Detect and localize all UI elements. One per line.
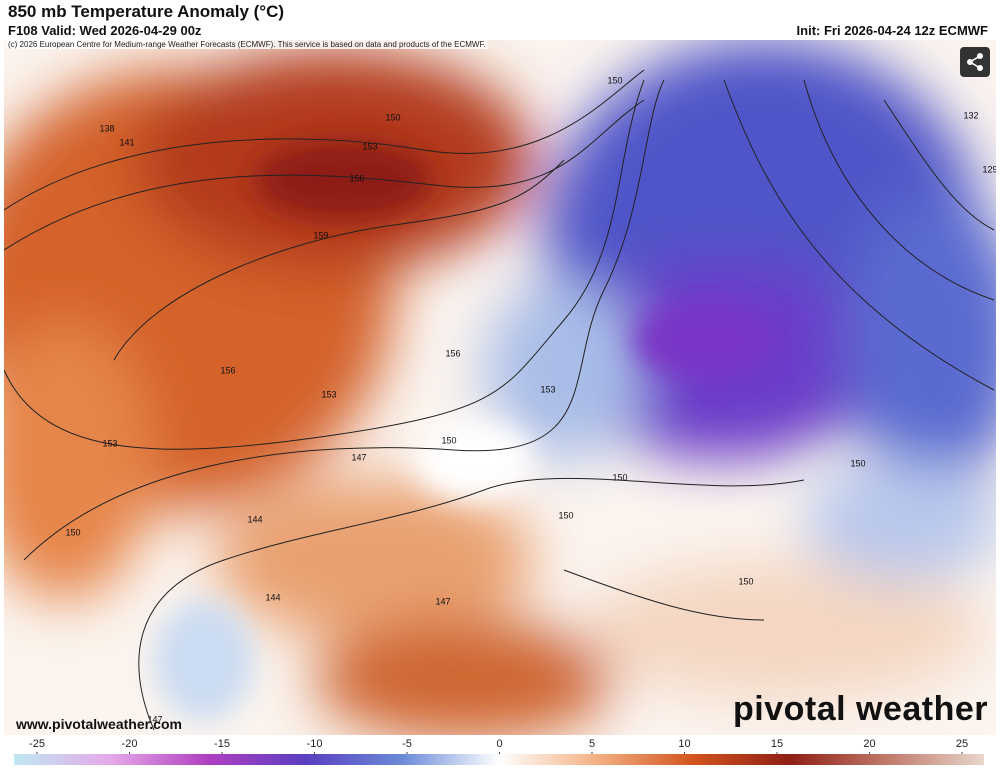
contour-label: 129: [982, 164, 996, 174]
site-url[interactable]: www.pivotalweather.com: [16, 716, 182, 732]
contour-label: 153: [102, 438, 117, 448]
colorbar-tick-label: 5: [589, 738, 595, 750]
brand-logo: pivotal weather: [732, 690, 988, 728]
colorbar-tick-label: 15: [771, 738, 783, 750]
contour-label: 150: [441, 435, 456, 445]
height-contours: [4, 69, 995, 731]
contour-label: 147: [435, 596, 450, 606]
init-time: Init: Fri 2026-04-24 12z ECMWF: [796, 23, 988, 38]
contour-label: 147: [351, 452, 366, 462]
colorbar-tick-label: -25: [29, 738, 45, 750]
share-icon: [967, 53, 983, 71]
contour-label: 144: [265, 592, 280, 602]
contour-label: 159: [313, 230, 328, 240]
contour-label: 132: [963, 110, 978, 120]
copyright: (c) 2026 European Centre for Medium-rang…: [6, 40, 488, 49]
contour-label: 153: [321, 389, 336, 399]
title: 850 mb Temperature Anomaly (°C): [8, 2, 285, 21]
contour-label: 144: [247, 514, 262, 524]
share-button[interactable]: [960, 47, 990, 77]
contour-label: 150: [385, 112, 400, 122]
map: 150 153 156 159 138 141 150 132 129 156 156 153 153 1…: [4, 40, 996, 735]
colorbar-tick-label: 20: [863, 738, 875, 750]
colorbar-tick-label: -20: [122, 738, 138, 750]
colorbar-tick-label: -5: [402, 738, 412, 750]
colorbar-tick-label: 10: [678, 738, 690, 750]
contour-label: 150: [607, 75, 622, 85]
colorbar-tick-label: -10: [307, 738, 323, 750]
anomaly-field: [4, 40, 996, 735]
contour-label: 156: [445, 348, 460, 358]
contour-label: 150: [65, 527, 80, 537]
anomaly-cores: [154, 140, 774, 720]
colorbar-tick-label: 0: [496, 738, 502, 750]
colorbar-tick-label: 25: [956, 738, 968, 750]
contour-label: 150: [738, 576, 753, 586]
contour-label: 150: [850, 458, 865, 468]
contour-label: 156: [220, 365, 235, 375]
contour-label: 138: [99, 123, 114, 133]
contour-label: 153: [362, 141, 377, 151]
colorbar: -25 -20 -15 -10 -5 0 5 10 15 20 25: [14, 738, 984, 765]
colorbar-strip: [14, 754, 984, 765]
contour-labels: 150 153 156 159 138 141 150 132 129 156 156 153 153 1…: [65, 75, 996, 724]
contour-label: 141: [119, 137, 134, 147]
colorbar-tick-label: -15: [214, 738, 230, 750]
contour-label: 156: [349, 173, 364, 183]
contour-label: 153: [540, 384, 555, 394]
contour-label: 150: [612, 472, 627, 482]
contour-label: 150: [558, 510, 573, 520]
valid-time: F108 Valid: Wed 2026-04-29 00z: [8, 23, 202, 38]
contour-label: 147: [147, 714, 162, 724]
